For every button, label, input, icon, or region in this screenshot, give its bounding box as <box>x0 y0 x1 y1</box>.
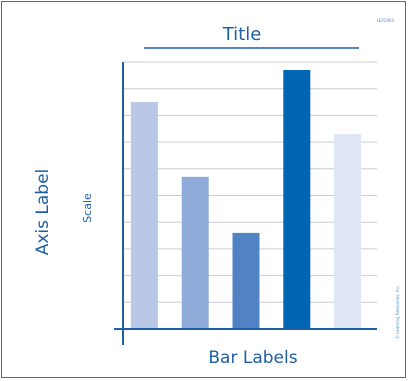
bar-3 <box>232 232 260 329</box>
y-axis-label: Axis Label <box>33 169 53 256</box>
copyright-note: © Learning Resources, Inc. <box>395 285 400 339</box>
bar-5 <box>334 134 362 329</box>
chart-frame: Title Axis Label Scale Bar Labels LEP190… <box>1 1 406 378</box>
x-axis-label: Bar Labels <box>208 348 297 368</box>
bar-1 <box>130 102 158 329</box>
bar-chart: Title Axis Label Scale Bar Labels LEP190… <box>33 18 400 368</box>
bar-2 <box>181 176 209 329</box>
axes <box>114 62 377 345</box>
bars <box>130 70 362 329</box>
y-axis-scale-label: Scale <box>81 193 94 223</box>
corner-code: LEP1904 <box>377 18 395 23</box>
bar-4 <box>283 70 311 329</box>
chart-title: Title <box>222 24 262 45</box>
gridlines <box>123 61 377 303</box>
